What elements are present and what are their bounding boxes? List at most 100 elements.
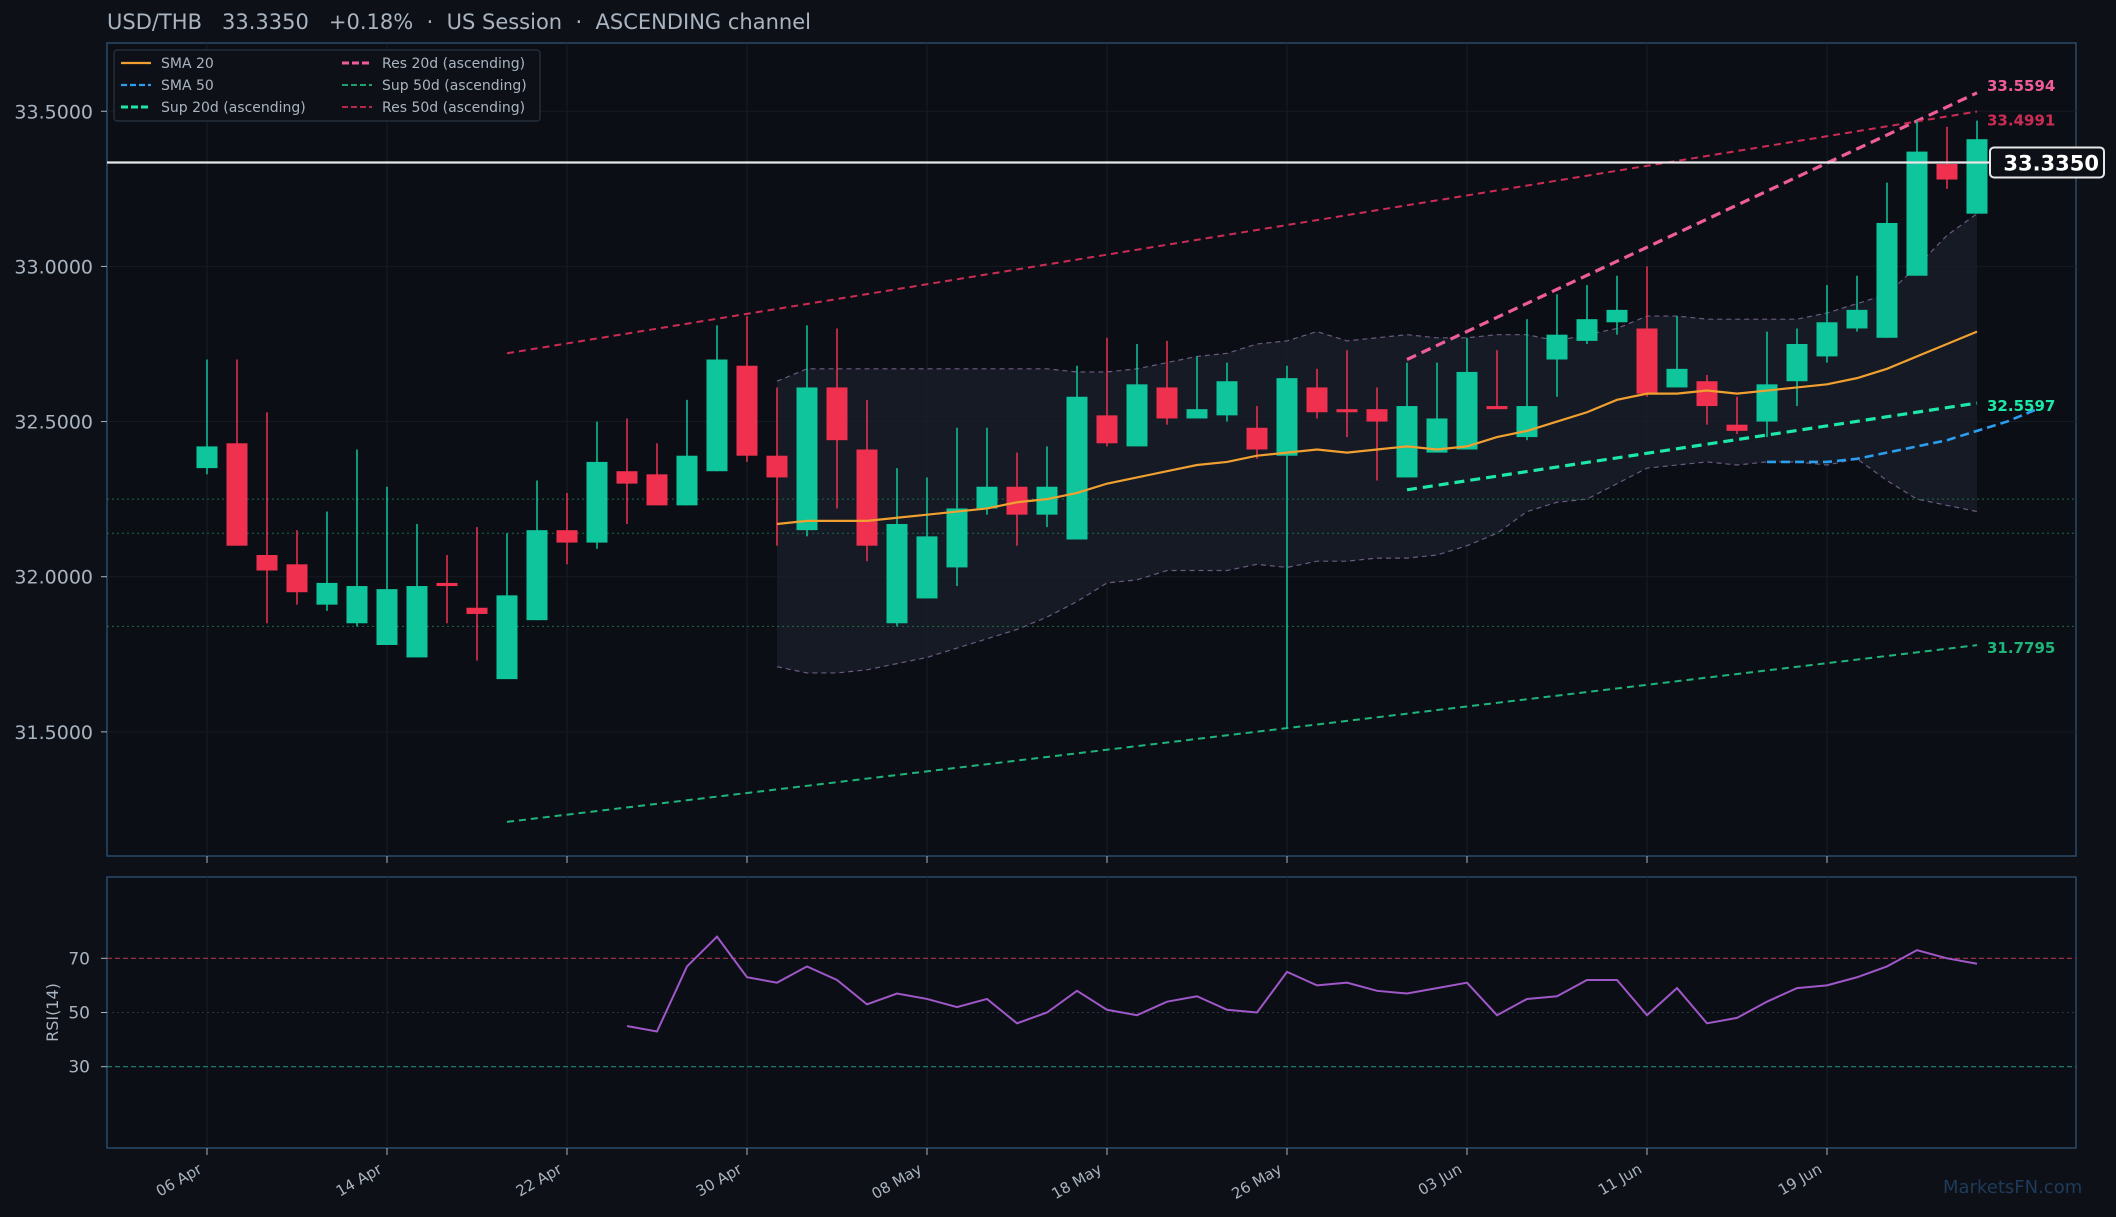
rsi-tick-label: 50 — [68, 1004, 90, 1024]
change-label: +0.18% — [328, 10, 414, 34]
candle — [1486, 350, 1508, 410]
candle-body — [1306, 387, 1328, 413]
candle — [256, 412, 278, 624]
candle-body — [346, 586, 368, 624]
candle-body — [226, 443, 248, 546]
channel-value-label: 32.5597 — [1987, 397, 2055, 415]
candle-body — [1786, 343, 1808, 382]
candle — [946, 427, 968, 587]
legend-label: Res 50d (ascending) — [382, 100, 525, 116]
candle-body — [1126, 384, 1148, 447]
rsi-tick-label: 70 — [68, 949, 90, 969]
candle — [466, 527, 488, 661]
candle-body — [646, 474, 668, 506]
candle — [436, 555, 458, 624]
candle — [1606, 275, 1628, 335]
candle — [526, 480, 548, 621]
candle-body — [1276, 378, 1298, 456]
channel-line-res50 — [506, 110, 1978, 355]
candle — [1816, 285, 1838, 363]
y-tick-label: 31.5000 — [14, 722, 93, 744]
candle — [316, 511, 338, 611]
candle — [376, 486, 398, 645]
candle — [496, 533, 518, 680]
candle — [1426, 362, 1448, 453]
candle-body — [1846, 309, 1868, 329]
x-tick-label: 11 Jun — [1595, 1160, 1645, 1199]
candle — [1306, 368, 1328, 419]
legend-label: Res 20d (ascending) — [382, 56, 525, 72]
channel-line-sup50 — [506, 644, 1978, 823]
candle — [586, 421, 608, 549]
candle — [976, 427, 998, 515]
channel-value-label: 33.5594 — [1987, 77, 2055, 95]
last-price-badge — [1989, 146, 2105, 179]
candle-body — [1906, 151, 1928, 276]
rsi-axis-label: RSI(14) — [43, 983, 62, 1042]
candle — [226, 359, 248, 546]
candle — [796, 325, 818, 537]
candle-body — [916, 536, 938, 599]
candle — [1006, 452, 1028, 546]
candle-body — [826, 387, 848, 441]
candle — [196, 359, 218, 475]
legend-label: SMA 50 — [161, 78, 214, 94]
candle — [886, 468, 908, 627]
y-tick-label: 33.5000 — [14, 101, 93, 123]
x-tick-label: 30 Apr — [693, 1159, 746, 1200]
candle — [286, 530, 308, 605]
legend-label: SMA 20 — [161, 56, 214, 72]
candle-body — [256, 555, 278, 571]
candle-body — [496, 595, 518, 680]
candle-body — [946, 508, 968, 568]
channel-value-label: 33.4991 — [1987, 112, 2055, 130]
candle — [1126, 343, 1148, 447]
candle-body — [976, 486, 998, 509]
chart-title: USD/THB 33.3350 +0.18% · US Session · AS… — [107, 10, 811, 34]
candle-body — [196, 446, 218, 469]
legend-label: Sup 20d (ascending) — [161, 100, 306, 116]
band-upper-line — [776, 213, 1978, 382]
candle — [1576, 285, 1598, 344]
candle-body — [1966, 139, 1988, 214]
sma50-line — [1767, 407, 2038, 464]
band-lower-line — [776, 458, 1978, 674]
session-label: US Session — [446, 10, 563, 34]
candle-body — [1486, 406, 1508, 410]
candle-body — [1756, 384, 1778, 422]
candle-body — [676, 455, 698, 506]
candle-body — [616, 471, 638, 484]
legend: SMA 20 SMA 50 Sup 20d (ascending) Res 20d (… — [113, 49, 541, 122]
channel-line-res20 — [1406, 91, 1978, 361]
candle-body — [1006, 486, 1028, 515]
x-tick-label: 18 May — [1048, 1160, 1105, 1203]
candle — [1906, 120, 1928, 276]
candle-body — [1216, 381, 1238, 416]
candle-body — [1156, 387, 1178, 419]
candle-body — [1096, 415, 1118, 444]
candle — [1156, 340, 1178, 425]
candle-body — [1456, 371, 1478, 450]
candle — [1936, 126, 1958, 189]
rsi-line — [626, 935, 1978, 1033]
candle — [766, 387, 788, 546]
legend-box — [113, 49, 541, 122]
candle — [1966, 120, 1988, 214]
candle — [676, 399, 698, 506]
rsi-tick-label: 30 — [68, 1058, 90, 1078]
candle-body — [1696, 381, 1718, 407]
candle — [1846, 275, 1868, 332]
candle-body — [1876, 222, 1898, 338]
candle — [1396, 362, 1418, 478]
candle-body — [1396, 406, 1418, 478]
candle — [1096, 337, 1118, 447]
candle — [406, 523, 428, 658]
x-tick-label: 19 Jun — [1775, 1160, 1825, 1199]
candle — [1066, 365, 1088, 540]
x-tick-label: 03 Jun — [1415, 1160, 1465, 1199]
candle-body — [1426, 418, 1448, 453]
candle-body — [1246, 427, 1268, 450]
candle-body — [466, 607, 488, 614]
candle-body — [1186, 409, 1208, 419]
candle-body — [1366, 409, 1388, 422]
